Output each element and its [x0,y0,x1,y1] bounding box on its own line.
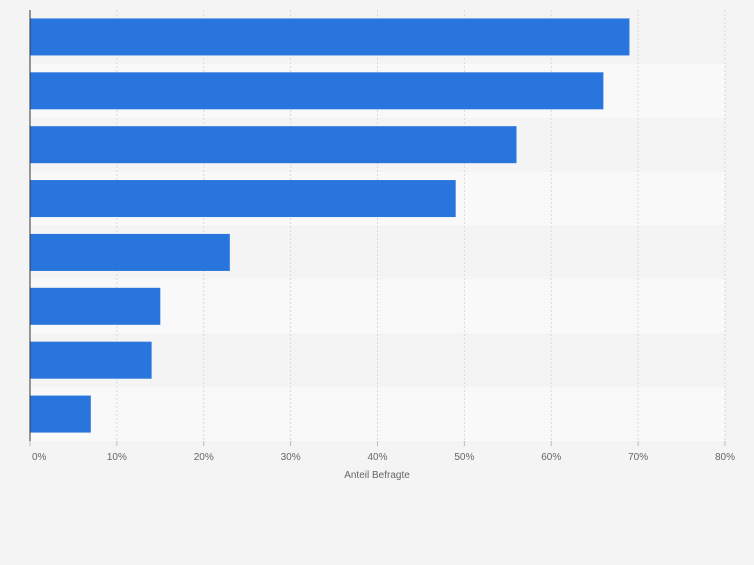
bar[interactable] [30,18,630,56]
tick-label: 60% [541,452,561,463]
tick-label: 40% [367,452,387,463]
bar[interactable] [30,233,230,271]
bar[interactable] [30,72,604,110]
tick-label: 30% [281,452,301,463]
tick-label: 50% [454,452,474,463]
tick-label: 70% [628,452,648,463]
tick-label: 20% [194,452,214,463]
bar[interactable] [30,395,91,433]
tick-label: 80% [715,452,735,463]
tick-label: 10% [107,452,127,463]
x-axis-ticks: 0% 10% 20% 30% 40% 50% 60% 70% 80% [29,441,735,463]
bar[interactable] [30,126,517,164]
bar[interactable] [30,341,152,379]
bar[interactable] [30,287,161,325]
bar[interactable] [30,180,456,218]
x-axis-label: Anteil Befragte [344,470,410,481]
bars [30,18,630,433]
tick-label: 0% [32,452,47,463]
